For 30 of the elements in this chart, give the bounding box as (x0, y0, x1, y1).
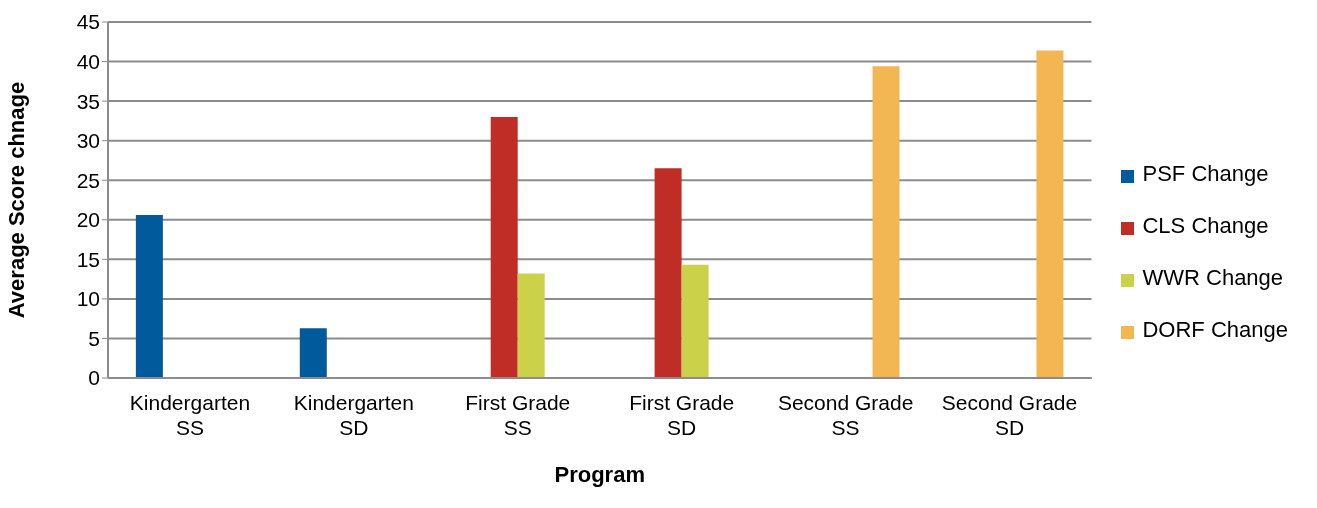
x-tick-label: Kindergarten SD (293, 391, 414, 439)
y-tick-label: 25 (76, 168, 100, 192)
y-tick-label: 45 (76, 10, 100, 34)
bar (1036, 50, 1064, 378)
y-tick-label: 40 (76, 50, 100, 74)
legend-label: DORF Change (1142, 317, 1288, 342)
bar (517, 273, 545, 378)
x-tick-label: First Grade SS (465, 391, 571, 439)
y-tick-label: 30 (76, 129, 100, 153)
legend-label: CLS Change (1142, 213, 1269, 238)
bar (299, 328, 327, 378)
bar (681, 264, 709, 378)
y-tick-label: 5 (88, 326, 100, 350)
x-tick-label: First Grade SD (629, 391, 735, 439)
legend-label: WWR Change (1142, 265, 1284, 290)
x-tick-label: Second Grade SS (777, 391, 914, 439)
y-tick-label: 10 (76, 287, 100, 311)
bar (654, 168, 682, 378)
bar (135, 215, 163, 378)
y-tick-label: 0 (88, 366, 100, 390)
y-axis-title: Average Score chnage (3, 81, 29, 319)
x-tick-label: Kindergarten SS (129, 391, 251, 439)
bar (872, 66, 900, 378)
y-tick-label: 15 (76, 247, 100, 271)
x-tick-label: Second Grade SD (941, 391, 1078, 439)
bar (490, 116, 518, 378)
x-axis-title: Program (554, 462, 645, 487)
y-tick-label: 35 (76, 89, 100, 113)
legend-label: PSF Change (1142, 161, 1269, 186)
y-tick-label: 20 (76, 208, 100, 232)
